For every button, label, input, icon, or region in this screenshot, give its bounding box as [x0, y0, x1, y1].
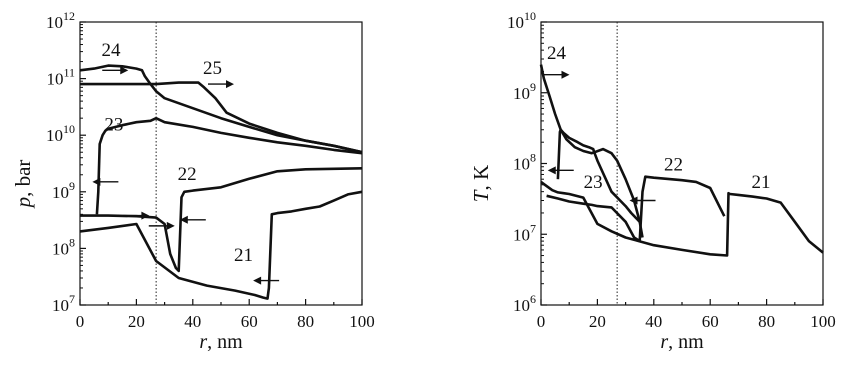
y-tick-label: 108 [513, 151, 536, 174]
y-axis-unit: , K [469, 165, 493, 191]
y-tick-base: 10 [513, 84, 530, 103]
series-line-21 [79, 190, 363, 300]
y-tick-base: 10 [507, 13, 524, 32]
series-line-24 [539, 64, 644, 238]
y-tick-base: 10 [513, 296, 530, 315]
x-tick-label: 60 [241, 312, 258, 331]
arrow-left [547, 166, 574, 175]
y-axis-title: T, K [469, 165, 493, 202]
arrow-right [123, 211, 150, 220]
y-tick-base: 10 [52, 296, 69, 315]
y-tick-base: 10 [52, 183, 69, 202]
y-tick-label: 1010 [46, 122, 75, 145]
x-axis-title: r, nm [199, 331, 243, 353]
series-label-21: 21 [751, 172, 770, 193]
y-tick-exponent: 6 [530, 292, 536, 306]
y-tick-label: 106 [513, 292, 536, 315]
y-axis-variable: p [11, 197, 35, 210]
y-axis-title: p, bar [11, 160, 35, 210]
y-minor-ticks [80, 24, 83, 289]
series-label-25: 25 [203, 58, 222, 79]
y-tick-exponent: 11 [63, 66, 75, 80]
y-tick-exponent: 10 [63, 122, 75, 136]
series-line-24 [79, 64, 363, 154]
y-tick-label: 1012 [46, 9, 75, 32]
x-axis-variable: r [199, 331, 207, 353]
y-tick-base: 10 [513, 155, 530, 174]
x-tick-label: 20 [128, 312, 145, 331]
y-tick-exponent: 10 [524, 9, 536, 23]
x-tick-label: 60 [702, 312, 719, 331]
series-line-23 [95, 116, 363, 215]
y-tick-label: 1010 [507, 9, 536, 32]
arrow-left [179, 215, 206, 224]
x-tick-label: 0 [76, 312, 85, 331]
series-line-21 [540, 180, 824, 257]
arrow-left [92, 177, 119, 186]
y-tick-exponent: 9 [69, 179, 75, 193]
x-axis-title: r, nm [660, 331, 704, 353]
series-label-23: 23 [584, 172, 603, 193]
arrow-right [148, 221, 175, 230]
series-label-23: 23 [104, 115, 123, 136]
y-tick-base: 10 [46, 13, 63, 32]
y-tick-label: 107 [52, 292, 75, 315]
series-label-24: 24 [547, 43, 567, 64]
series-label-24: 24 [102, 40, 122, 61]
x-axis-unit: , nm [207, 331, 243, 353]
y-tick-label: 1011 [46, 66, 75, 89]
y-axis-variable: T [469, 189, 493, 202]
x-tick-label: 0 [537, 312, 546, 331]
arrow-right [208, 80, 234, 89]
y-tick-exponent: 12 [63, 9, 75, 23]
series-label-22: 22 [178, 164, 197, 185]
x-axis-unit: , nm [668, 331, 704, 353]
y-tick-base: 10 [513, 225, 530, 244]
y-tick-exponent: 8 [69, 235, 75, 249]
y-tick-base: 10 [46, 70, 63, 89]
series-label-22: 22 [664, 154, 683, 175]
series-label-21: 21 [234, 245, 253, 266]
y-tick-base: 10 [52, 239, 69, 258]
series-line-22 [80, 167, 363, 273]
x-tick-label: 80 [758, 312, 775, 331]
y-tick-label: 107 [513, 221, 536, 244]
y-tick-label: 109 [52, 179, 75, 202]
arrow-left [253, 276, 280, 285]
series-line-22 [546, 175, 726, 243]
y-tick-exponent: 8 [530, 151, 536, 165]
y-tick-exponent: 7 [69, 292, 75, 306]
arrow-right [102, 66, 129, 75]
y-tick-exponent: 9 [530, 80, 536, 94]
x-tick-label: 40 [184, 312, 201, 331]
arrow-right [543, 70, 570, 79]
x-tick-label: 40 [645, 312, 662, 331]
y-tick-base: 10 [46, 126, 63, 145]
x-tick-label: 20 [589, 312, 606, 331]
x-tick-label: 100 [810, 312, 836, 331]
series-line-25 [80, 81, 363, 154]
y-tick-exponent: 7 [530, 221, 536, 235]
arrow-left [629, 196, 656, 205]
x-axis-variable: r [660, 331, 668, 353]
y-axis-unit: , bar [11, 160, 35, 197]
y-tick-label: 109 [513, 80, 536, 103]
x-tick-label: 100 [349, 312, 375, 331]
y-tick-label: 108 [52, 235, 75, 258]
x-tick-label: 80 [297, 312, 314, 331]
